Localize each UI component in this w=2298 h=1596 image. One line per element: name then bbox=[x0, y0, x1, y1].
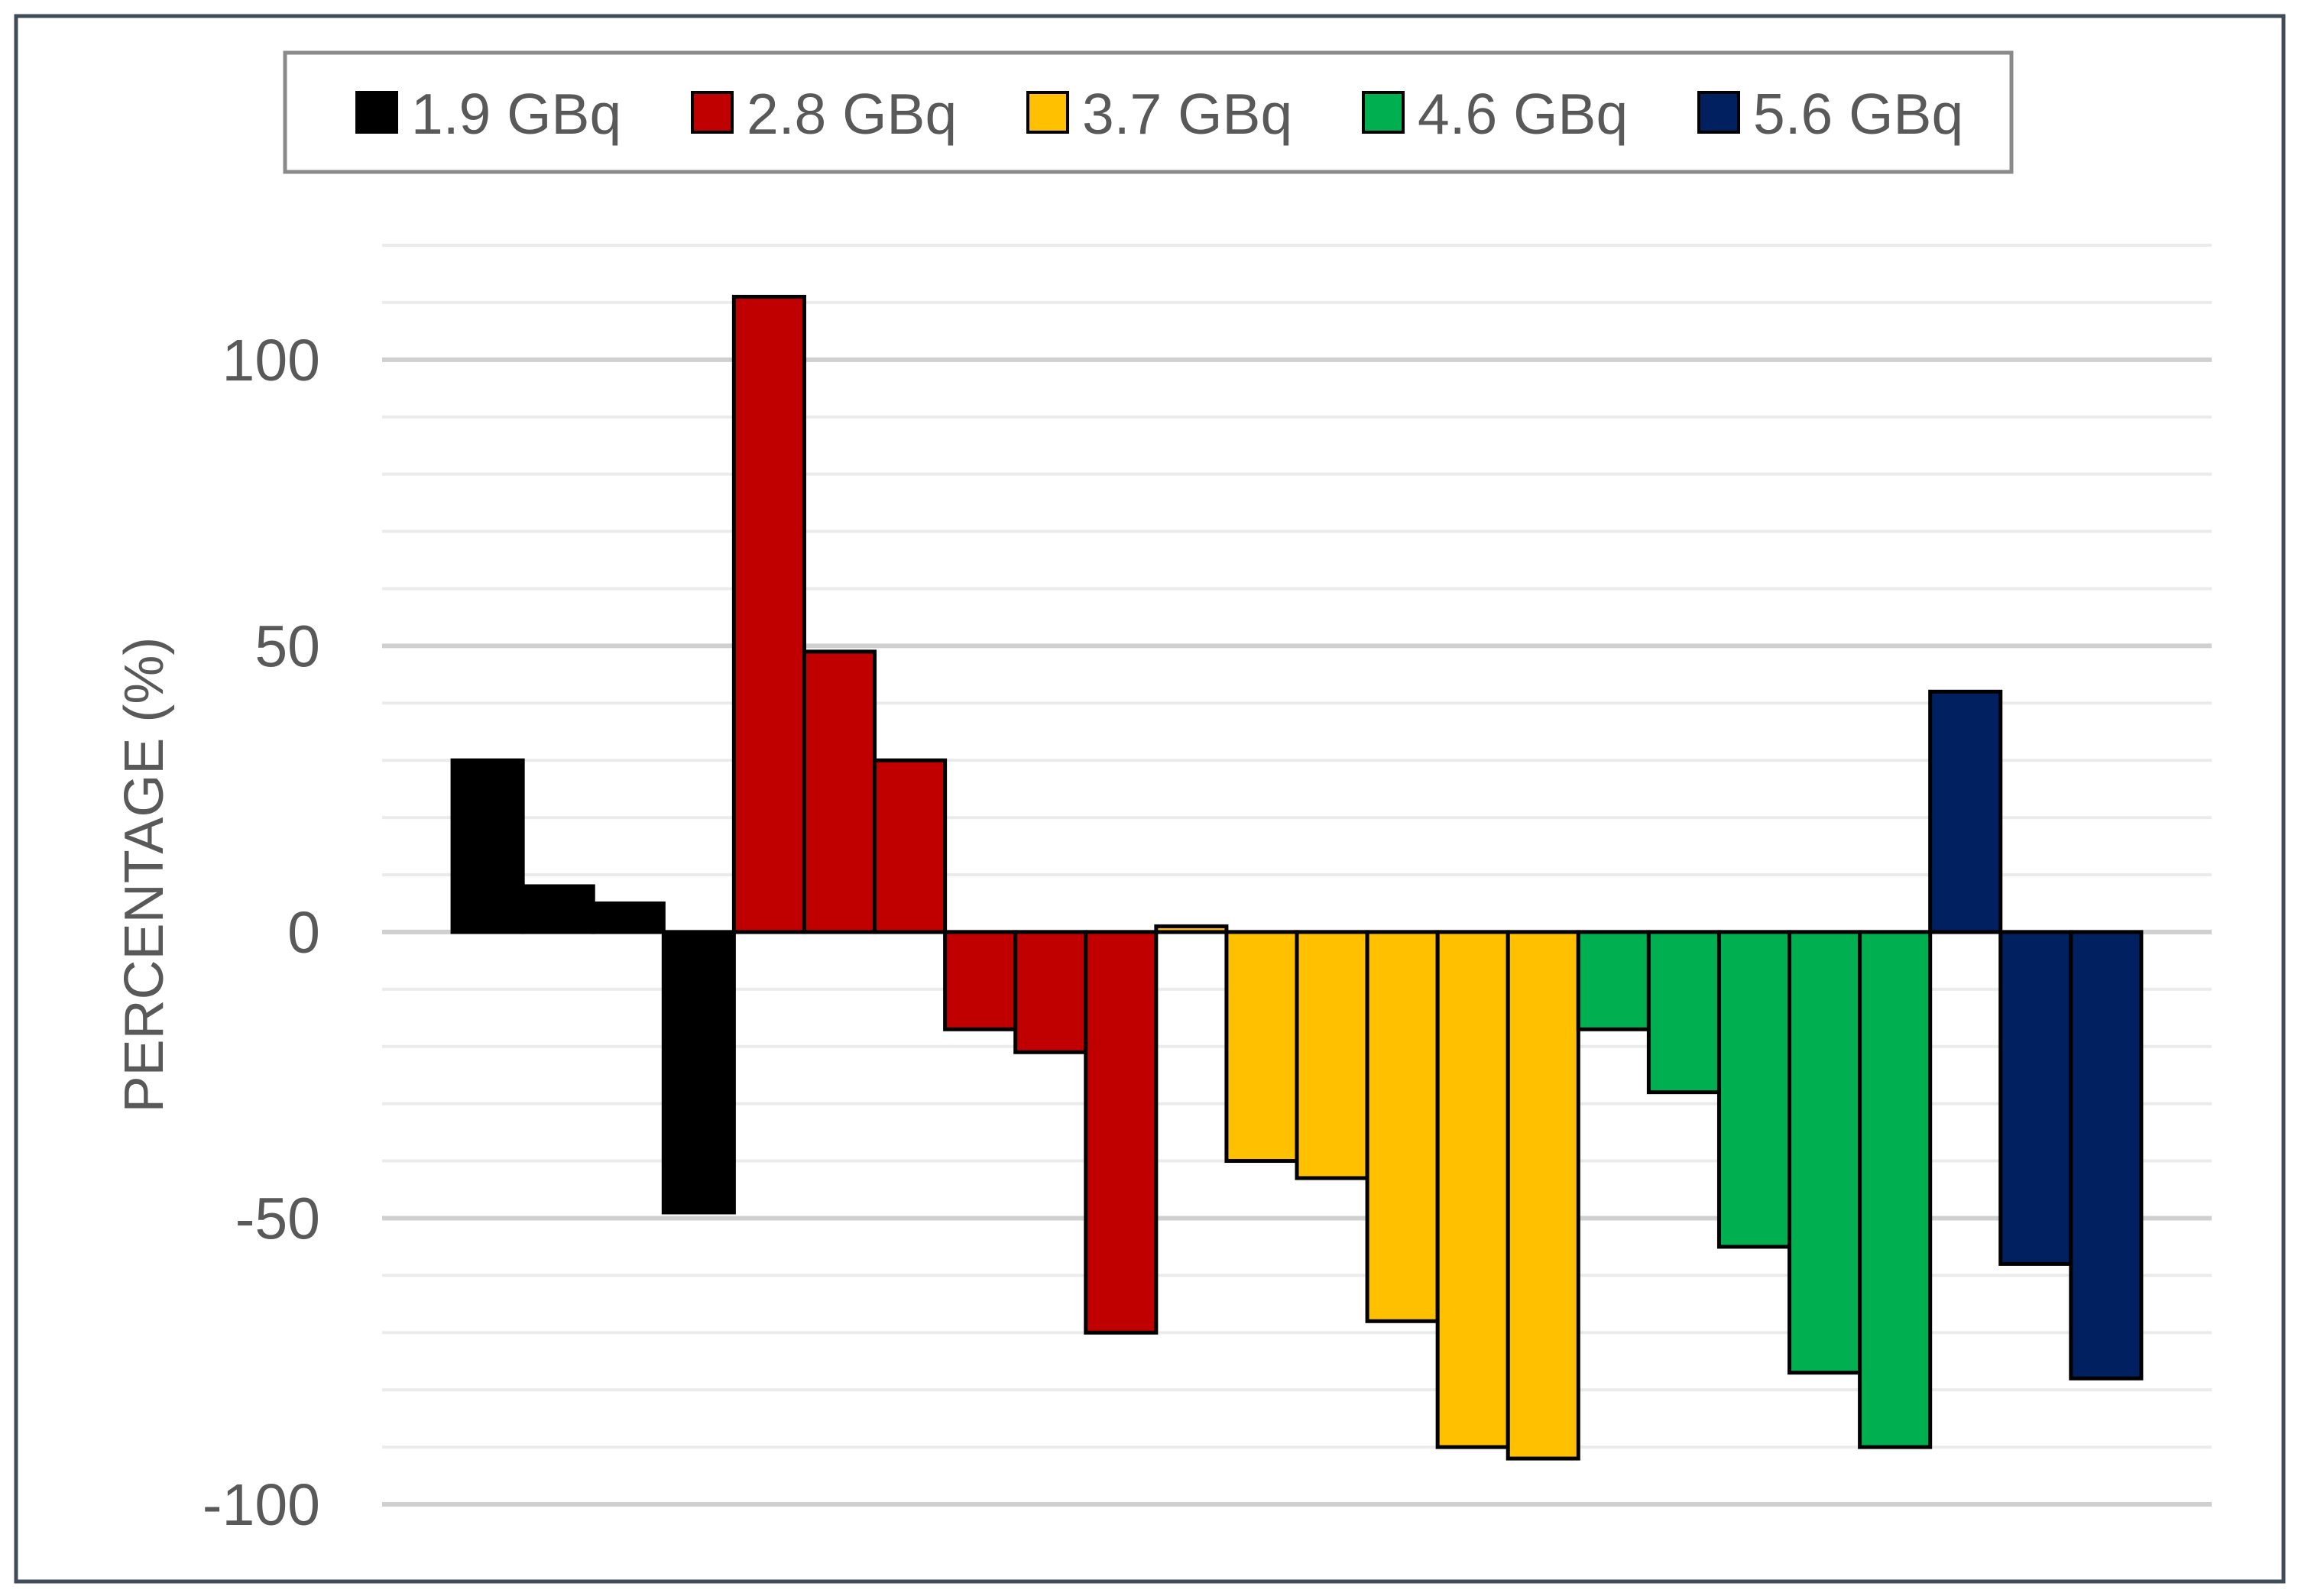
y-tick-label: 0 bbox=[287, 900, 320, 966]
y-axis-title: PERCENTAGE (%) bbox=[114, 637, 175, 1113]
legend: 1.9 GBq 2.8 GBq 3.7 GBq 4.6 GBq 5.6 GBq bbox=[283, 50, 2014, 174]
bar-2-8-gbq-2 bbox=[802, 649, 877, 934]
bar-3-7-gbq-2 bbox=[1224, 930, 1299, 1164]
legend-item-5-6-gbq: 5.6 GBq bbox=[1697, 82, 1963, 146]
bar-2-8-gbq-1 bbox=[731, 294, 806, 934]
bar-2-8-gbq-6 bbox=[1084, 930, 1159, 1335]
legend-item-4-6-gbq: 4.6 GBq bbox=[1362, 82, 1628, 146]
legend-label: 3.7 GBq bbox=[1082, 82, 1292, 146]
y-axis-tick-labels: 100 50 0 -50 -100 bbox=[203, 328, 320, 1538]
chart-border bbox=[14, 14, 2286, 1584]
bar-1-9-gbq-3 bbox=[591, 901, 666, 934]
bar-5-6-gbq-2 bbox=[1998, 930, 2073, 1266]
bar-2-8-gbq-4 bbox=[943, 930, 1018, 1031]
y-tick-label: 50 bbox=[254, 613, 320, 679]
legend-swatch bbox=[1697, 91, 1740, 134]
legend-swatch bbox=[1026, 91, 1069, 134]
legend-swatch bbox=[691, 91, 734, 134]
bar-5-6-gbq-3 bbox=[2069, 930, 2144, 1381]
bars bbox=[450, 294, 2144, 1461]
bar-4-6-gbq-3 bbox=[1716, 930, 1792, 1249]
legend-item-2-8-gbq: 2.8 GBq bbox=[691, 82, 957, 146]
legend-label: 5.6 GBq bbox=[1753, 82, 1963, 146]
bar-3-7-gbq-5 bbox=[1435, 930, 1510, 1449]
bar-5-6-gbq-1 bbox=[1928, 689, 2003, 934]
bar-4-6-gbq-2 bbox=[1646, 930, 1721, 1095]
bar-3-7-gbq-4 bbox=[1365, 930, 1440, 1323]
legend-label: 2.8 GBq bbox=[747, 82, 957, 146]
legend-label: 1.9 GBq bbox=[411, 82, 621, 146]
y-tick-label: 100 bbox=[222, 328, 320, 393]
legend-label: 4.6 GBq bbox=[1418, 82, 1628, 146]
legend-item-3-7-gbq: 3.7 GBq bbox=[1026, 82, 1292, 146]
bar-2-8-gbq-3 bbox=[873, 758, 948, 934]
bar-3-7-gbq-6 bbox=[1506, 930, 1580, 1461]
bar-3-7-gbq-1 bbox=[1154, 924, 1229, 934]
legend-item-1-9-gbq: 1.9 GBq bbox=[355, 82, 621, 146]
legend-swatch bbox=[355, 91, 398, 134]
bar-4-6-gbq-4 bbox=[1788, 930, 1862, 1375]
y-tick-label: -50 bbox=[235, 1186, 320, 1251]
bar-4-6-gbq-5 bbox=[1858, 930, 1933, 1449]
bar-1-9-gbq-4 bbox=[661, 930, 736, 1215]
bar-4-6-gbq-1 bbox=[1576, 930, 1651, 1031]
legend-swatch bbox=[1362, 91, 1405, 134]
bar-1-9-gbq-2 bbox=[520, 884, 595, 934]
y-tick-label: -100 bbox=[203, 1472, 320, 1538]
bar-1-9-gbq-1 bbox=[450, 758, 525, 934]
bar-2-8-gbq-5 bbox=[1013, 930, 1088, 1054]
bar-3-7-gbq-3 bbox=[1295, 930, 1369, 1180]
